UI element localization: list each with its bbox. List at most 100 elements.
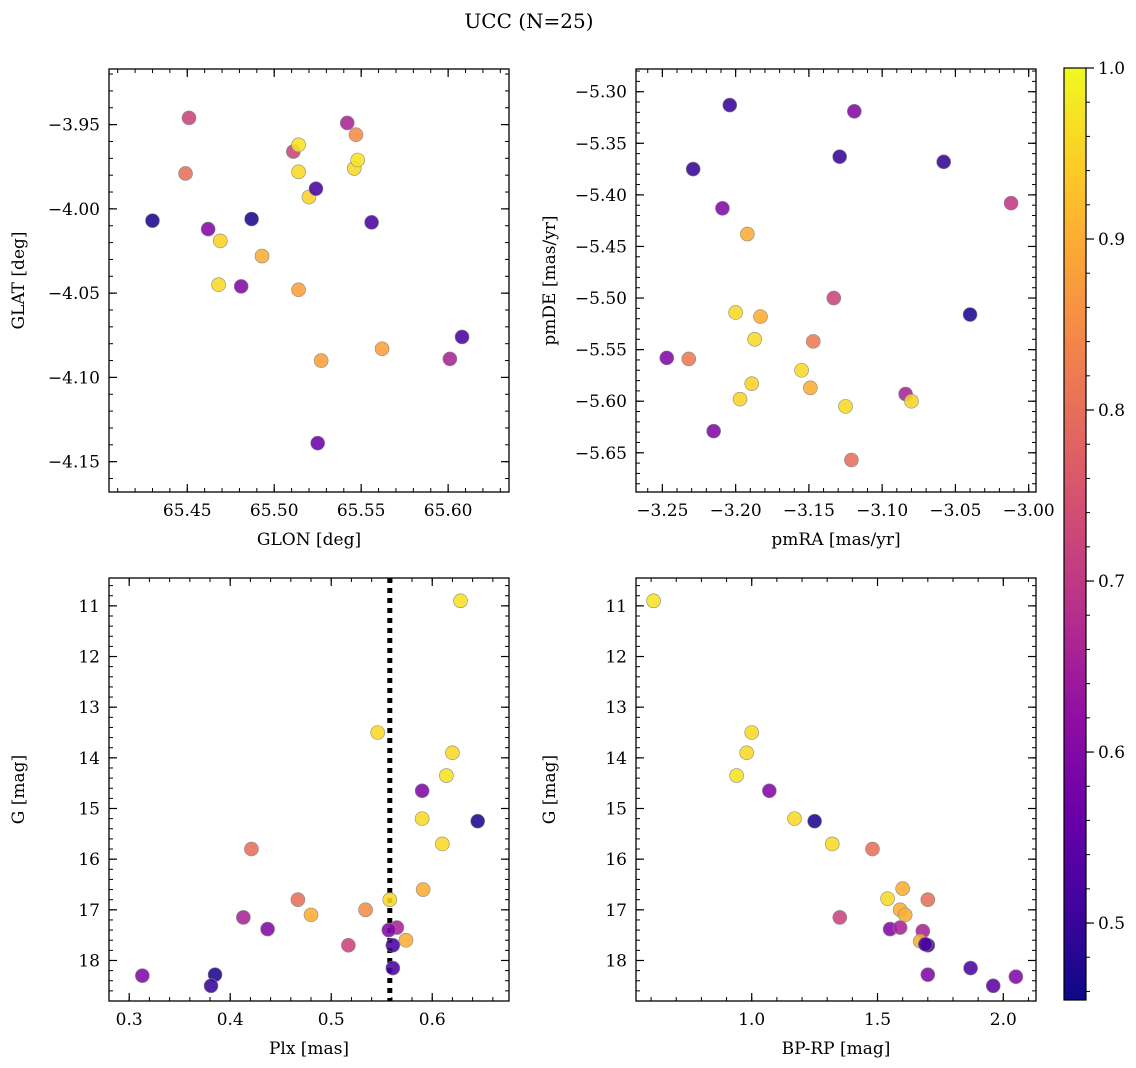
data-point: [1003, 195, 1019, 211]
data-point: [744, 376, 760, 391]
x-tick-label: 65.55: [337, 501, 386, 521]
x-tick-label: −3.05: [929, 501, 981, 521]
data-point: [181, 110, 197, 126]
data-point: [936, 154, 951, 170]
data-point: [244, 211, 259, 227]
data-point: [445, 745, 460, 761]
data-point: [203, 978, 219, 994]
colorbar-bar: [1063, 67, 1087, 1001]
data-point: [722, 97, 738, 113]
data-point: [706, 423, 721, 439]
x-tick-label: −3.00: [1003, 501, 1055, 521]
x-tick-label: 2.0: [990, 1010, 1017, 1030]
x-tick-label: 65.45: [163, 501, 212, 521]
data-point: [308, 181, 324, 196]
data-point: [470, 813, 485, 829]
x-tick-label: 0.5: [318, 1010, 345, 1030]
data-point: [303, 907, 319, 923]
data-point: [824, 836, 840, 852]
y-tick-label: 12: [605, 648, 627, 668]
data-point: [341, 937, 356, 953]
axes-frame: [635, 577, 1037, 1002]
data-point: [435, 836, 450, 852]
data-point: [381, 922, 397, 938]
y-axis-label: G [mag]: [540, 755, 560, 824]
data-point: [659, 350, 675, 366]
data-point: [892, 920, 908, 935]
colorbar-tick-label: 0.8: [1098, 401, 1125, 421]
data-point: [291, 137, 306, 153]
data-point: [385, 937, 401, 953]
data-point: [415, 882, 431, 897]
y-tick-label: −4.00: [48, 200, 100, 220]
data-point: [291, 164, 306, 180]
data-point: [233, 279, 249, 294]
y-tick-label: 12: [78, 648, 100, 668]
data-point: [213, 233, 228, 249]
y-tick-label: 14: [605, 749, 627, 769]
y-tick-label: −5.50: [575, 289, 627, 309]
plot-area: [636, 578, 1036, 1001]
y-tick-label: 18: [605, 951, 627, 971]
panel-glon-glat: 65.45 65.50 65.55 65.60 −3.95 −4.00 −4.05 −4.10…: [9, 68, 510, 550]
y-tick-label: −5.30: [575, 83, 627, 103]
data-point: [895, 881, 910, 896]
y-tick-label: −5.65: [575, 444, 627, 464]
data-point: [732, 391, 748, 407]
data-point: [728, 305, 743, 320]
data-point: [200, 221, 216, 237]
y-tick-label: 15: [78, 799, 100, 819]
x-tick-label: 0.6: [419, 1010, 446, 1030]
panel-pmra-pmde: −3.25 −3.20 −3.15 −3.10 −3.05 −3.00 −5.30 −5.35…: [540, 68, 1055, 550]
data-point: [370, 725, 385, 740]
x-tick-label: −3.20: [710, 501, 762, 521]
data-point: [385, 960, 401, 976]
data-point: [685, 161, 701, 177]
data-point: [374, 341, 390, 357]
data-point: [135, 968, 150, 983]
data-point: [350, 152, 365, 168]
panels: 65.45 65.50 65.55 65.60 −3.95 −4.00 −4.05 −4.10…: [9, 68, 1055, 1059]
plot-area: [109, 578, 509, 1001]
axes-frame: [635, 68, 1037, 493]
colorbar-tick-label: 0.5: [1098, 914, 1125, 934]
y-tick-label: 17: [78, 901, 100, 921]
data-point: [398, 932, 414, 948]
plot-area: [636, 69, 1036, 492]
data-point: [254, 248, 270, 264]
data-point: [439, 768, 454, 783]
data-point: [681, 351, 697, 367]
x-tick-label: 1.5: [864, 1010, 891, 1030]
data-point: [211, 277, 226, 293]
data-point: [740, 226, 755, 242]
data-point: [962, 307, 978, 322]
data-point: [847, 104, 862, 119]
plot-area: [109, 69, 509, 492]
x-axis-label: GLON [deg]: [257, 530, 361, 550]
data-point: [904, 393, 919, 409]
data-point: [236, 910, 251, 925]
y-tick-label: 14: [78, 749, 100, 769]
y-tick-label: 17: [605, 901, 627, 921]
colorbar: 0.5 0.6 0.7 0.8 0.9 1.0: [1063, 59, 1125, 1001]
data-point: [807, 813, 822, 829]
data-point: [291, 282, 306, 298]
data-point: [1008, 969, 1024, 984]
y-axis-label: GLAT [deg]: [9, 231, 29, 329]
data-point: [442, 351, 458, 367]
data-point: [838, 399, 853, 414]
data-point: [920, 892, 936, 907]
y-tick-label: −4.15: [48, 453, 100, 473]
data-point: [339, 115, 355, 131]
data-point: [832, 149, 847, 164]
data-point: [739, 745, 754, 761]
data-point: [310, 435, 325, 451]
data-point: [826, 290, 842, 306]
data-point: [260, 921, 275, 937]
figure-title: UCC (N=25): [464, 9, 593, 33]
data-point: [844, 452, 859, 468]
data-point: [145, 213, 160, 228]
data-point: [414, 811, 430, 826]
data-point: [729, 768, 744, 783]
